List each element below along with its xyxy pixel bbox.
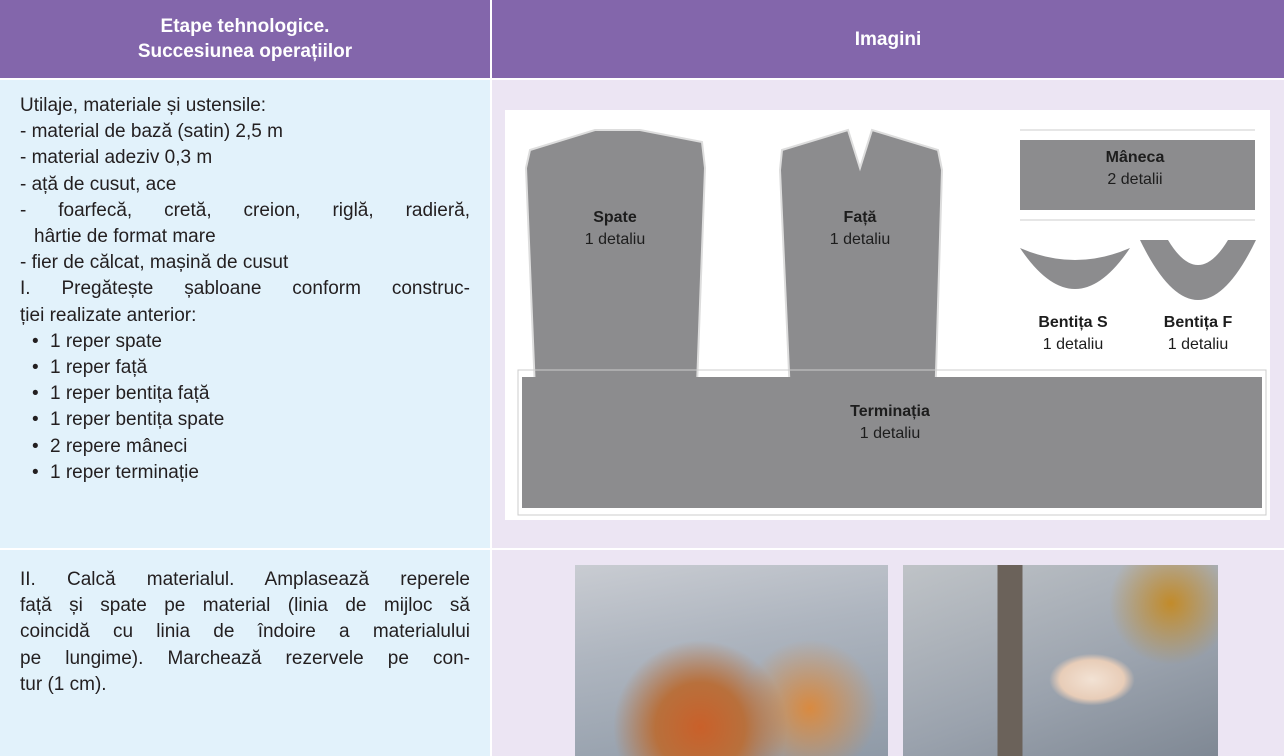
header-cell: Imagini	[492, 0, 1284, 78]
piece-count: 1 detaliu	[860, 425, 921, 442]
list-line: - material adeziv 0,3 m	[20, 147, 213, 169]
bullet-item: 1 reper față	[20, 355, 470, 381]
text-line: coincidă cu linia de îndoire a materialu…	[20, 621, 470, 643]
text-line: față și spate pe material (linia de mijl…	[20, 595, 470, 617]
piece-count: 1 detaliu	[1168, 336, 1229, 353]
list-line: - fier de călcat, mașină de cusut	[20, 252, 289, 274]
piece-name: Față	[844, 209, 877, 226]
list-line: hârtie de format mare	[34, 226, 216, 248]
piece-name: Mâneca	[1106, 149, 1165, 166]
row-text: Utilaje, materiale și ustensile: - materi…	[0, 80, 490, 548]
list-line: - material de bază (satin) 2,5 m	[20, 121, 283, 143]
header-text: Etape tehnologice.	[160, 16, 330, 37]
header-text: Succesiunea operațiilor	[137, 41, 353, 62]
list-line: - ață de cusut, ace	[20, 173, 177, 195]
piece-count: 1 detaliu	[585, 231, 646, 248]
text-line: I. Pregătește șabloane conform construc-	[20, 278, 470, 300]
bullet-item: 1 reper bentița față	[20, 381, 470, 407]
text-line: Utilaje, materiale și ustensile:	[20, 95, 267, 116]
bullet-item: 1 reper terminație	[20, 460, 470, 486]
piece-count: 2 detalii	[1107, 171, 1162, 188]
image-cell	[492, 550, 1284, 756]
row-text: II. Calcă materialul. Amplasează reperel…	[0, 550, 490, 756]
header-text: Imagini	[854, 28, 922, 50]
text-line: ției realizate anterior:	[20, 304, 197, 326]
image-cell: Spate 1 detaliu Față 1 detaliu Mâneca 2 detal…	[492, 80, 1284, 548]
photo	[575, 565, 888, 756]
text-line: pe lungime). Marchează rezervele pe con-	[20, 647, 470, 669]
piece-name: Bentița F	[1164, 314, 1233, 331]
bullet-item: 2 repere mâneci	[20, 434, 470, 460]
piece-shape	[778, 128, 944, 441]
list-line: - foarfecă, cretă, creion, riglă, radier…	[20, 199, 470, 221]
bullet-item: 1 reper spate	[20, 329, 470, 355]
piece-count: 1 detaliu	[830, 231, 891, 248]
piece-shape	[1020, 140, 1255, 210]
piece-name: Bentița S	[1038, 314, 1108, 331]
pattern-pieces: Spate 1 detaliu Față 1 detaliu Mâneca 2 detal…	[505, 110, 1270, 520]
text-line: II. Calcă materialul. Amplasează reperel…	[20, 569, 470, 590]
piece-count: 1 detaliu	[1043, 336, 1104, 353]
text-line: tur (1 cm).	[20, 673, 107, 695]
piece-edge	[517, 369, 1267, 516]
piece-shape	[1020, 248, 1130, 289]
piece-name: Spate	[593, 209, 637, 226]
piece-shape	[524, 129, 707, 441]
bullet-item: 1 reper bentița spate	[20, 407, 470, 433]
header-cell: Etape tehnologice. Succesiunea operațiilo…	[0, 0, 490, 78]
piece-shape	[1140, 240, 1256, 300]
photo	[903, 565, 1218, 756]
piece-shape	[522, 377, 1262, 508]
piece-name: Terminația	[850, 403, 930, 420]
